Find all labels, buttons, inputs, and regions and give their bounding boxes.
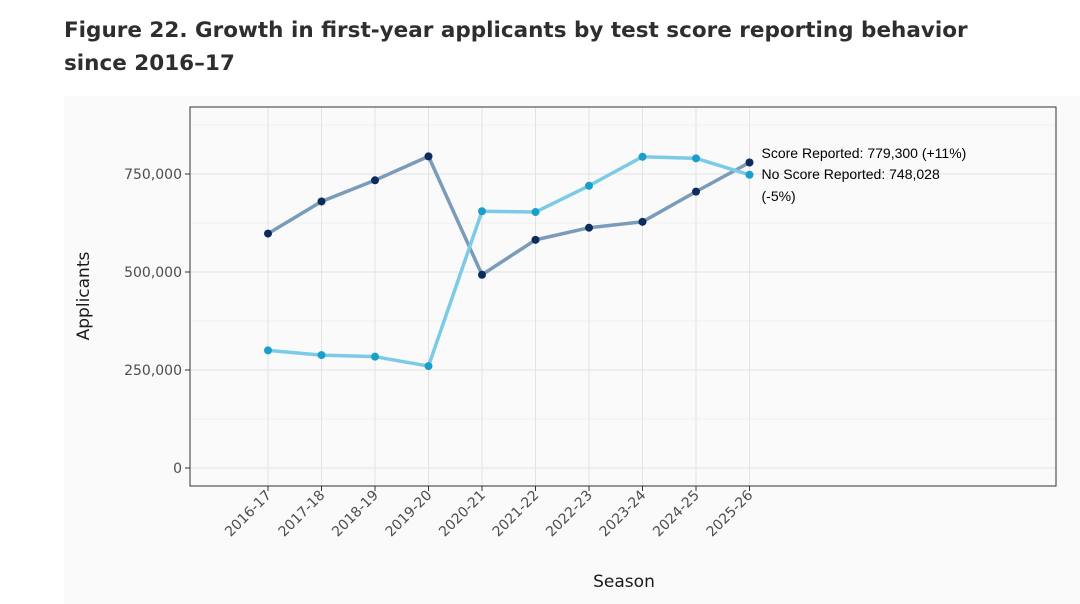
score-reported-point (585, 223, 593, 232)
plot-panel-border (189, 106, 1057, 487)
score-reported-point (264, 229, 272, 238)
end-labels: Score Reported: 779,300 (+11%) No Score R… (762, 145, 967, 204)
x-tick-label: 2023-24 (597, 487, 650, 540)
x-tick-label: 2025-26 (704, 487, 757, 540)
no-score-reported-point (585, 181, 593, 190)
score-reported-point (745, 158, 754, 167)
no-score-reported-point (692, 154, 700, 163)
chart-background (64, 96, 1080, 604)
x-tick-label: 2021-22 (490, 488, 543, 541)
x-tick-label: 2019-20 (383, 488, 436, 541)
no-score-reported-point (478, 207, 486, 216)
y-tick-label: 750,000 (124, 167, 182, 183)
y-tick-label: 0 (173, 461, 182, 477)
no-score-reported-point (264, 346, 272, 355)
score-reported-point (478, 270, 486, 279)
score-reported-point (424, 152, 433, 161)
x-tick-label: 2020-21 (436, 488, 489, 541)
no-score-reported-point (745, 170, 754, 179)
y-tick-label: 250,000 (124, 363, 182, 379)
x-tick-label: 2016-17 (222, 488, 275, 541)
series (264, 152, 754, 371)
x-axis-title: Season (593, 572, 655, 592)
figure-title: Figure 22. Growth in first-year applican… (64, 18, 968, 76)
no-score-reported-point (371, 352, 379, 361)
no-score-reported-end-label: No Score Reported: 748,028 (762, 166, 940, 182)
y-axis-title: Applicants (74, 251, 94, 340)
score-reported-point (692, 187, 700, 196)
no-score-reported-point (317, 351, 326, 360)
grid-lines (190, 107, 1056, 486)
score-reported-end-label: Score Reported: 779,300 (+11%) (762, 145, 967, 161)
no-score-reported-end-label-change: (-5%) (762, 188, 796, 204)
score-reported-line (266, 154, 752, 277)
x-tick-label: 2024-25 (650, 488, 703, 541)
score-reported-point (317, 197, 326, 206)
x-tick-label: 2017-18 (276, 488, 329, 541)
x-tick-label: 2018-19 (329, 488, 382, 541)
y-tick-label: 500,000 (124, 265, 182, 281)
x-tick-label: 2022-23 (543, 488, 596, 541)
no-score-reported-point (531, 208, 540, 217)
no-score-reported-point (424, 362, 433, 371)
score-reported-point (371, 176, 379, 185)
score-reported-point (638, 217, 647, 226)
no-score-reported-line (266, 155, 752, 368)
score-reported-point (531, 235, 540, 244)
no-score-reported-point (638, 152, 647, 161)
